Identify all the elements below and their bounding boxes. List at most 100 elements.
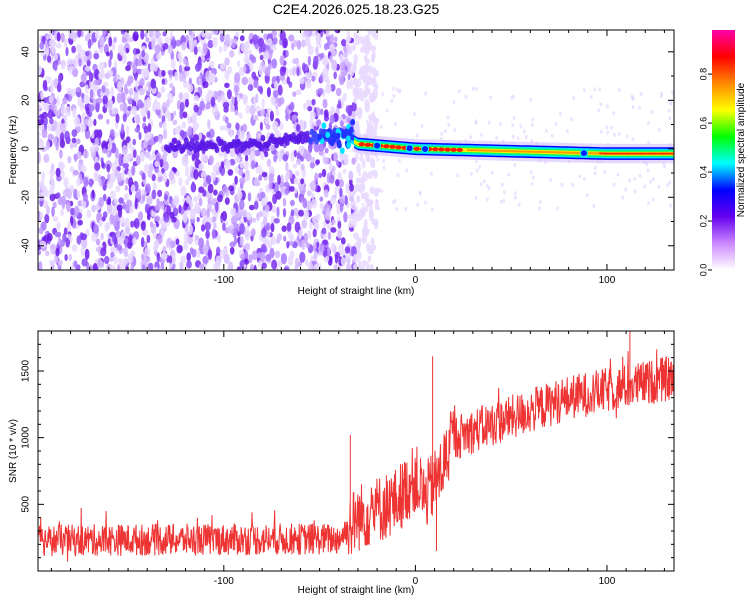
spectrogram-noise-cell <box>206 208 210 219</box>
spectrogram-noise-cell <box>128 87 134 96</box>
spectrogram-noise-cell <box>161 78 165 85</box>
colorbar-tick-label: 0.0 <box>698 264 708 277</box>
spectrogram-noise-cell <box>310 192 315 200</box>
spectrogram-speckle <box>530 181 534 186</box>
spectrogram-speckle <box>633 189 637 194</box>
spectrogram-noise-cell <box>185 179 190 186</box>
spectrogram-noise-cell <box>72 107 77 118</box>
spectrogram-noise-cell <box>45 42 49 48</box>
spectrogram-noise-cell <box>329 55 334 64</box>
spectrogram-noise-cell <box>98 61 105 71</box>
spectrogram-noise-cell <box>77 96 83 108</box>
spectrogram-noise-cell <box>47 133 54 141</box>
spectrogram-noise-cell <box>368 206 373 216</box>
spectrogram-noise-cell <box>213 90 219 101</box>
spectrogram-noise-cell <box>274 130 282 138</box>
spectrogram-noise-cell <box>300 163 305 171</box>
spectrogram-noise-cell <box>244 242 251 251</box>
spectrogram-noise-cell <box>50 180 56 190</box>
spectrogram-noise-cell <box>274 250 281 259</box>
spectrogram-noise-cell <box>331 59 338 71</box>
spectrogram-noise-cell <box>251 250 258 261</box>
spectrogram-noise-cell <box>236 266 242 270</box>
spectrogram-peak-cell <box>467 149 470 152</box>
spectrogram-noise-cell <box>309 161 315 169</box>
spectrogram-noise-cell <box>194 63 201 72</box>
spectrogram-noise-cell <box>81 57 85 67</box>
spectrogram-speckle <box>502 198 506 203</box>
spectrogram-noise-cell <box>144 183 151 194</box>
spectrogram-noise-cell <box>171 138 177 145</box>
spectrogram-noise-cell <box>361 206 366 214</box>
spectrogram-noise-cell <box>163 128 168 140</box>
spectrogram-signal-cell <box>329 139 335 147</box>
spectrogram-signal-cell <box>335 132 341 140</box>
spectrogram-noise-cell <box>361 231 366 241</box>
spectrogram-noise-cell <box>149 221 154 228</box>
spectrogram-noise-cell <box>314 172 319 183</box>
spectrogram-noise-cell <box>369 186 375 195</box>
spectrogram-hotspot <box>364 142 372 147</box>
spectrogram-noise-cell <box>268 181 273 190</box>
spectrogram-speckle <box>522 129 526 134</box>
spectrogram-noise-cell <box>157 201 164 207</box>
spectrogram-noise-cell <box>80 165 87 173</box>
colorbar-tick-label: 0.2 <box>698 215 708 228</box>
spectrogram-noise-cell <box>152 231 157 240</box>
spectrogram-noise-cell <box>51 206 55 217</box>
spectrogram-noise-cell <box>328 256 333 263</box>
spectrogram-noise-cell <box>311 198 318 209</box>
spectrogram-noise-cell <box>330 227 337 233</box>
spectrogram-speckle <box>572 96 576 101</box>
spectrogram-speckle <box>570 117 573 122</box>
spectrogram-noise-cell <box>299 251 306 263</box>
spectrogram-noise-cell <box>355 177 361 184</box>
spectrogram-noise-cell <box>254 180 261 187</box>
spectrogram-noise-cell <box>298 182 304 191</box>
spectrogram-noise-cell <box>201 134 206 141</box>
spectrogram-noise-cell <box>234 156 240 164</box>
spectrogram-speckle <box>612 182 616 187</box>
spectrogram-noise-cell <box>330 106 335 116</box>
spectrogram-noise-cell <box>110 142 117 154</box>
spectrogram-noise-cell <box>49 174 54 183</box>
spectrogram-speckle <box>513 163 517 168</box>
spectrogram-noise-cell <box>281 225 287 232</box>
spectrogram-noise-cell <box>208 155 214 166</box>
spectrogram-noise-cell <box>134 198 138 210</box>
spectrogram-speckle <box>593 87 597 92</box>
spectrogram-peak-cell <box>587 152 590 155</box>
spectrogram-noise-cell <box>306 190 312 197</box>
spectrogram-noise-cell <box>278 74 286 81</box>
spectrogram-noise-cell <box>202 189 207 197</box>
spectrogram-noise-cell <box>176 244 183 254</box>
spectrogram-speckle <box>639 92 643 97</box>
spectrogram-noise-cell <box>296 66 300 77</box>
spectrogram-speckle <box>398 158 401 163</box>
spectrogram-noise-cell <box>282 197 287 207</box>
spectrogram-noise-cell <box>364 44 370 56</box>
spectrogram-noise-cell <box>49 193 56 202</box>
spectrogram-speckle <box>517 202 521 207</box>
spectrogram-noise-cell <box>319 202 324 210</box>
spectrogram-noise-cell <box>138 87 145 96</box>
spectrogram-noise-cell <box>104 255 110 265</box>
spectrogram-noise-cell <box>57 74 62 85</box>
spectrogram-noise-cell <box>49 244 56 250</box>
spectrogram-speckle <box>475 168 479 173</box>
spectrogram-noise-cell <box>188 35 194 47</box>
spectrogram-noise-cell <box>93 224 99 234</box>
spectrogram-noise-cell <box>84 55 88 63</box>
spectrogram-noise-cell <box>217 194 223 203</box>
spectrogram-noise-cell <box>122 163 129 169</box>
spectrogram-speckle <box>511 123 514 128</box>
spectrogram-noise-cell <box>317 87 324 96</box>
spectrogram-noise-cell <box>371 111 376 123</box>
spectrogram-noise-cell <box>160 50 165 56</box>
spectrogram-noise-cell <box>301 39 306 48</box>
spectrogram-noise-cell <box>84 66 91 72</box>
spectrogram-noise-cell <box>202 81 209 89</box>
spectrogram-noise-cell <box>114 158 119 168</box>
spectrogram-noise-cell <box>239 223 245 235</box>
spectrogram-noise-cell <box>188 224 193 236</box>
